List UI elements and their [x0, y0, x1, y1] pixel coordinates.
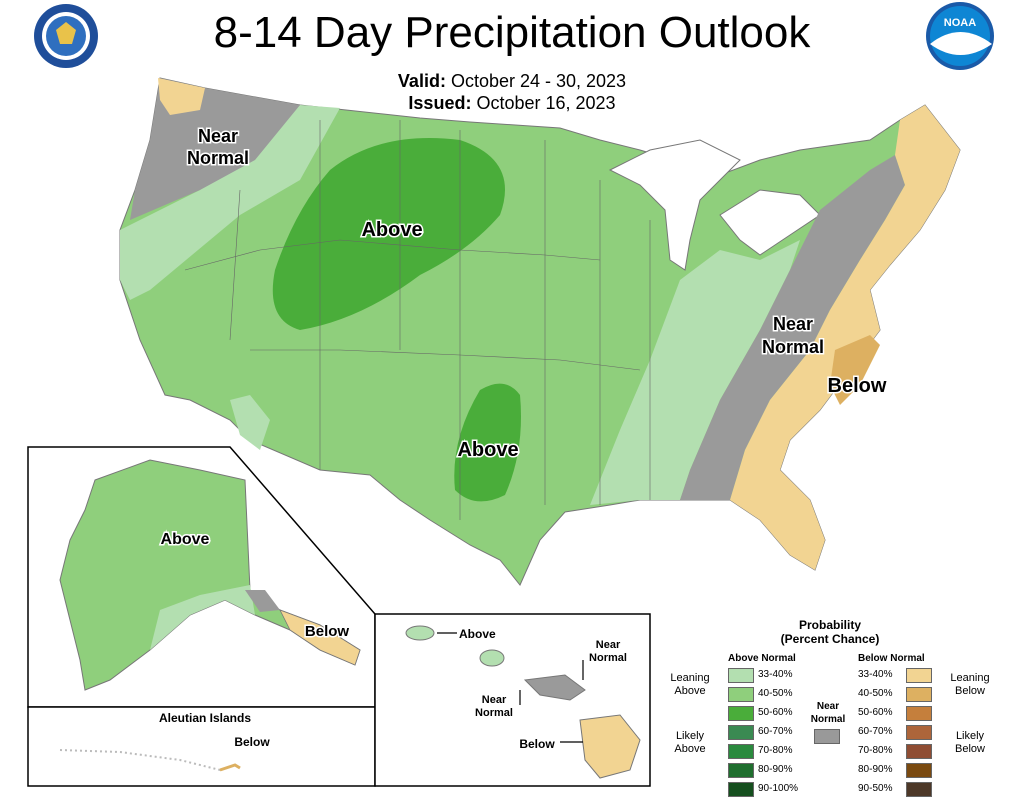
legend-above-swatch — [728, 706, 754, 721]
noaa-logo-icon: NOAA — [926, 2, 994, 70]
legend-below-swatch — [906, 687, 932, 702]
legend-above-level-label: 40-50% — [758, 688, 793, 699]
legend-below-swatch — [906, 706, 932, 721]
hawaii-inset — [405, 625, 641, 779]
legend-likely-below-1: Likely — [955, 730, 985, 742]
label-below-east: Below — [828, 375, 887, 397]
legend-below-level-label: 70-80% — [858, 745, 893, 756]
legend-likely-below-2: Below — [955, 743, 985, 755]
legend-above-swatch — [728, 687, 754, 702]
valid-dates: Valid: October 24 - 30, 2023 Issued: Oct… — [0, 70, 1024, 114]
label-alaska-above: Above — [161, 531, 210, 548]
legend: Probability (Percent Chance) Above Norma… — [650, 618, 1010, 797]
legend-below-level-label: 90-50% — [858, 783, 893, 794]
label-hawaii-above: Above — [459, 627, 496, 641]
legend-below-swatch — [906, 763, 932, 778]
label-hawaii-near-l2: Normal — [475, 707, 513, 719]
legend-leaning-below-2: Below — [955, 685, 985, 697]
legend-below-swatch — [906, 782, 932, 797]
label-above-south: Above — [457, 439, 518, 461]
legend-title-2: (Percent Chance) — [780, 632, 880, 646]
socal-above-33 — [230, 395, 270, 450]
label-nw-normal: Normal — [187, 148, 249, 168]
legend-above-swatch — [728, 763, 754, 778]
legend-likely-below: Likely Below — [940, 730, 1000, 756]
legend-leaning-below: Leaning Below — [940, 672, 1000, 698]
label-hawaii-near-r2: Normal — [589, 652, 627, 664]
legend-below-level-label: 33-40% — [858, 669, 893, 680]
south-above-50 — [454, 383, 521, 502]
legend-below-level-label: 50-60% — [858, 707, 893, 718]
nw-below-33 — [158, 78, 205, 115]
label-aleutian-title: Aleutian Islands — [159, 711, 251, 725]
legend-near-1: Near — [816, 701, 840, 712]
legend-above-header: Above Normal — [728, 653, 796, 664]
legend-above-level-label: 70-80% — [758, 745, 793, 756]
legend-title-1: Probability — [798, 618, 861, 632]
legend-below-header: Below Normal — [858, 653, 925, 664]
label-hawaii-near-r1: Near — [596, 639, 621, 651]
nc-below-40 — [830, 335, 880, 405]
east-near-normal — [680, 155, 905, 500]
issued-value: October 16, 2023 — [476, 93, 616, 113]
label-above-north: Above — [361, 219, 422, 241]
legend-above-swatch — [728, 744, 754, 759]
north-above-50 — [272, 138, 505, 330]
east-above-33 — [590, 240, 800, 505]
page-title: 8-14 Day Precipitation Outlook — [213, 8, 811, 57]
label-east-normal: Normal — [762, 337, 824, 357]
legend-above-swatch — [728, 782, 754, 797]
legend-leaning-above-2: Above — [674, 685, 706, 697]
legend-above-swatch — [728, 668, 754, 683]
legend-likely-above: Likely Above — [660, 730, 720, 756]
issued-label: Issued: — [408, 93, 472, 113]
label-east-near: Near — [773, 314, 813, 334]
legend-below-swatch — [906, 725, 932, 740]
legend-likely-above-1: Likely — [675, 730, 705, 742]
doc-seal-icon — [34, 4, 98, 68]
legend-leaning-below-1: Leaning — [950, 672, 990, 684]
legend-likely-above-2: Above — [674, 743, 706, 755]
legend-above-level-label: 90-100% — [758, 783, 799, 794]
label-hawaii-near-l1: Near — [482, 694, 507, 706]
legend-near-2: Normal — [810, 714, 846, 725]
alaska-inset — [27, 446, 651, 787]
legend-above-level-label: 33-40% — [758, 669, 793, 680]
legend-below-level-label: 60-70% — [858, 726, 893, 737]
valid-label: Valid: — [397, 71, 446, 91]
legend-leaning-above-1: Leaning — [670, 672, 710, 684]
legend-leaning-above: Leaning Above — [660, 672, 720, 698]
svg-text:NOAA: NOAA — [944, 17, 976, 29]
legend-near-label: Near Normal — [800, 700, 856, 726]
great-lakes — [608, 139, 821, 271]
label-alaska-below: Below — [305, 623, 350, 640]
legend-below-level-label: 40-50% — [858, 688, 893, 699]
legend-above-level-label: 60-70% — [758, 726, 793, 737]
legend-below-swatch — [906, 668, 932, 683]
valid-value: October 24 - 30, 2023 — [450, 71, 627, 91]
label-aleutian-below: Below — [234, 735, 270, 749]
legend-below-level-label: 80-90% — [858, 764, 893, 775]
east-below-33 — [730, 105, 960, 570]
label-hawaii-below: Below — [519, 737, 555, 751]
label-nw-near: Near — [198, 126, 238, 146]
legend-near-swatch — [814, 729, 840, 744]
legend-below-swatch — [906, 744, 932, 759]
legend-above-level-label: 80-90% — [758, 764, 793, 775]
legend-above-swatch — [728, 725, 754, 740]
west-above-33 — [120, 105, 340, 300]
legend-above-level-label: 50-60% — [758, 707, 793, 718]
state-borders — [184, 120, 651, 520]
